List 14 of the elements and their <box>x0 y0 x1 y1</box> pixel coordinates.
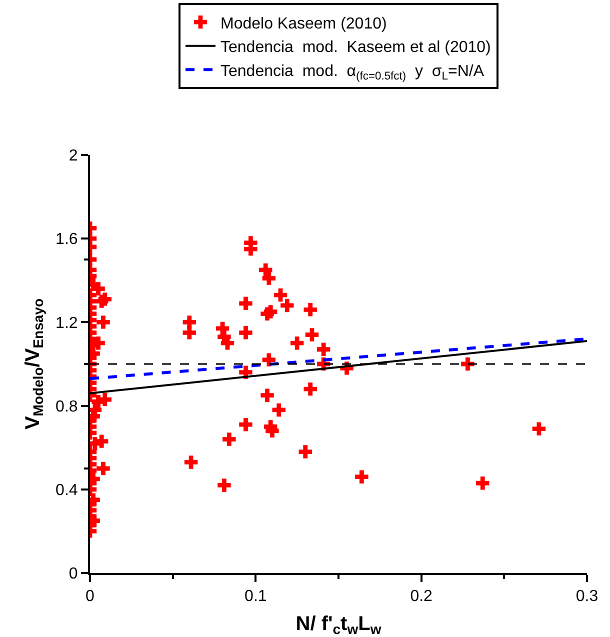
y-tick-label: 0.4 <box>56 482 78 499</box>
x-tick-label: 0.3 <box>576 588 598 606</box>
x-axis-title: N/ f'$_{c}$t$_{w}$L$_{w}$ <box>296 612 382 637</box>
legend-label: Tendencia mod. α$_{(fc=0.5fct)}$ y σ$_{L}$=N/A <box>220 62 484 82</box>
legend-label: Tendencia mod. Kaseem et al (2010) <box>220 39 491 56</box>
y-tick-label: 2 <box>68 148 78 165</box>
legend-label: Modelo Kaseem (2010) <box>220 15 387 32</box>
x-tick-label: 0.1 <box>244 588 267 606</box>
y-tick-label: 1.6 <box>56 231 78 248</box>
x-tick-label: 0 <box>86 588 95 606</box>
x-tick-label: 0.2 <box>410 588 433 606</box>
y-tick-label: 0.8 <box>56 398 78 416</box>
y-tick-label: 1.2 <box>56 314 78 332</box>
y-tick-label: 0 <box>68 566 78 583</box>
